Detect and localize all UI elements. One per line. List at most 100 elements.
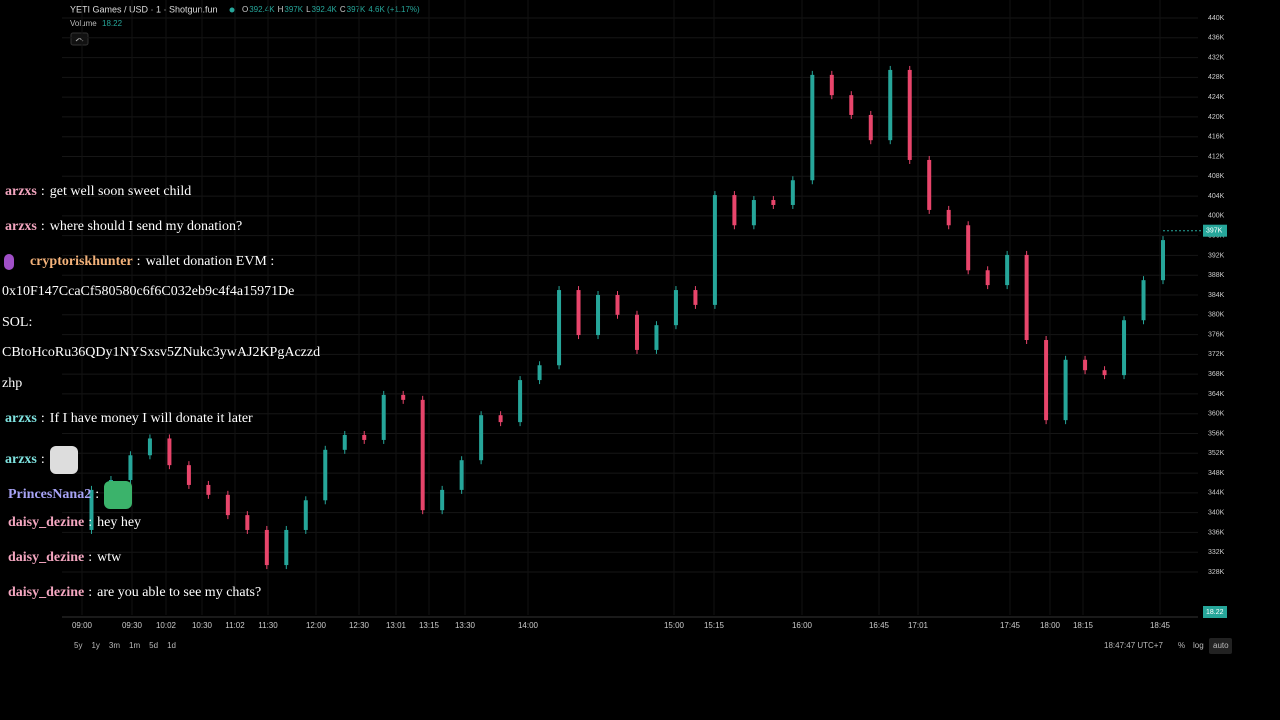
volume-value: 18.22 <box>102 19 123 28</box>
candle <box>420 399 425 511</box>
chat-user: arzxs <box>5 219 37 234</box>
time-tick-label: 11:02 <box>225 621 245 630</box>
candle <box>634 314 639 350</box>
scale-button[interactable]: log <box>1193 641 1204 650</box>
candle <box>440 489 445 511</box>
range-button[interactable]: 1y <box>91 641 99 650</box>
price-tick-label: 352K <box>1208 450 1225 457</box>
scale-button[interactable]: auto <box>1213 641 1229 650</box>
candle <box>946 209 951 226</box>
price-tick-label: 376K <box>1208 331 1225 338</box>
range-button[interactable]: 1m <box>129 641 140 650</box>
range-button[interactable]: 1d <box>167 641 176 650</box>
time-tick-label: 18:45 <box>1150 621 1171 630</box>
ohlc-value: 397K <box>347 5 366 14</box>
time-tick-label: 13:30 <box>455 621 476 630</box>
time-tick-label: 09:00 <box>72 621 93 630</box>
candle <box>810 74 815 181</box>
chat-text: hey hey <box>97 515 142 530</box>
ohlc-change: 4.6K (+1.17%) <box>368 5 420 14</box>
candle <box>693 290 698 305</box>
chat-user: daisy_dezine <box>8 550 85 565</box>
candle <box>362 434 367 440</box>
ohlc-value: 392.4K <box>312 5 338 14</box>
time-tick-label: 10:30 <box>192 621 213 630</box>
time-tick-label: 18:00 <box>1040 621 1061 630</box>
badge-icon <box>4 254 14 270</box>
ohlc-key: H <box>278 5 284 14</box>
chat-emote <box>49 446 78 474</box>
candle <box>1063 359 1068 421</box>
candle <box>596 295 601 336</box>
range-button[interactable]: 3m <box>109 641 120 650</box>
scale-button[interactable]: % <box>1178 641 1185 650</box>
ohlc-value: 397K <box>284 5 303 14</box>
range-button[interactable]: 5d <box>149 641 158 650</box>
chat-user: daisy_dezine <box>8 585 85 600</box>
chat-message: arzxs: If I have money I will donate it l… <box>5 411 253 427</box>
price-tick-label: 420K <box>1208 114 1225 121</box>
price-tick-label: 368K <box>1208 371 1225 378</box>
chat-text: where should I send my donation? <box>49 219 243 234</box>
chat-message: daisy_dezine: are you able to see my chat… <box>8 585 261 601</box>
chat-separator: : <box>40 452 45 468</box>
chat-message: zhp <box>2 376 22 392</box>
price-tick-label: 372K <box>1208 351 1225 358</box>
chat-text: are you able to see my chats? <box>97 585 262 600</box>
time-tick-label: 18:15 <box>1073 621 1094 630</box>
time-tick-label: 17:01 <box>908 621 929 630</box>
price-tick-label: 392K <box>1208 252 1225 259</box>
range-button[interactable]: 5y <box>74 641 82 650</box>
candle <box>985 270 990 286</box>
chat-message: cryptoriskhunter: wallet donation EVM : <box>4 254 274 270</box>
candle <box>206 484 211 495</box>
candle <box>888 69 893 141</box>
time-tick-label: 15:15 <box>704 621 725 630</box>
price-tick-label: 436K <box>1208 35 1225 42</box>
price-tick-label: 440K <box>1208 15 1225 22</box>
chat-user: arzxs <box>5 452 37 468</box>
candle <box>186 465 191 485</box>
candle <box>401 394 406 400</box>
candle <box>537 365 542 381</box>
candle <box>459 460 464 490</box>
chat-text: get well soon sweet child <box>49 184 192 199</box>
auto-bg <box>1209 638 1232 654</box>
chat-message: arzxs: where should I send my donation? <box>5 219 242 235</box>
candle <box>323 449 328 501</box>
price-tick-label: 404K <box>1208 193 1225 200</box>
time-tick-label: 13:15 <box>419 621 440 630</box>
price-tick-label: 432K <box>1208 54 1225 61</box>
collapse-button[interactable] <box>70 32 89 46</box>
candle <box>1005 254 1010 286</box>
time-tick-label: 14:00 <box>518 621 539 630</box>
candle <box>771 200 776 205</box>
candle <box>654 325 659 350</box>
ohlc-key: L <box>306 5 311 14</box>
candle <box>1102 370 1107 376</box>
candle <box>518 380 523 423</box>
chat-separator: : <box>136 254 141 270</box>
chat-separator: : <box>40 411 45 426</box>
status-dot <box>229 7 235 13</box>
candle <box>557 290 562 366</box>
time-tick-label: 17:45 <box>1000 621 1021 630</box>
price-tick-label: 336K <box>1208 529 1225 536</box>
price-tick-label: 408K <box>1208 173 1225 180</box>
price-tick-label: 344K <box>1208 490 1225 497</box>
candle <box>673 290 678 326</box>
time-tick-label: 16:00 <box>792 621 813 630</box>
candle <box>284 529 289 566</box>
candle <box>225 494 230 516</box>
chat-text: zhp <box>2 376 23 391</box>
candle <box>1141 280 1146 321</box>
ohlc-value: 392.4K <box>249 5 275 14</box>
ohlc-key: O <box>242 5 248 14</box>
price-tick-label: 340K <box>1208 509 1225 516</box>
chat-user: daisy_dezine <box>8 515 85 530</box>
chat-text: wtw <box>97 550 122 565</box>
time-tick-label: 10:02 <box>156 621 177 630</box>
price-tick-label: 388K <box>1208 272 1225 279</box>
candle <box>751 200 756 226</box>
candle <box>1024 254 1029 341</box>
